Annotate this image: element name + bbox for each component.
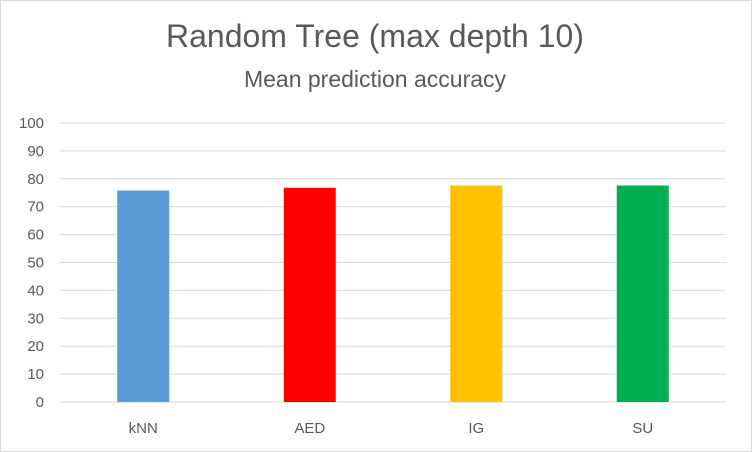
y-tick-label: 40	[27, 282, 44, 299]
x-tick-label: kNN	[129, 420, 158, 437]
y-tick-label: 90	[27, 143, 44, 160]
chart-subtitle: Mean prediction accuracy	[243, 66, 507, 92]
chart-title: Random Tree (max depth 10)	[166, 18, 584, 54]
bar-knn	[117, 190, 170, 402]
y-tick-label: 60	[27, 227, 44, 244]
y-tick-label: 30	[27, 310, 44, 327]
x-tick-label: IG	[468, 420, 484, 437]
y-tick-label: 0	[36, 394, 44, 411]
bar-ig	[450, 185, 503, 402]
bar-aed	[283, 187, 336, 402]
x-tick-label: AED	[294, 420, 325, 437]
y-tick-label: 70	[27, 199, 44, 216]
y-tick-label: 100	[19, 115, 44, 132]
y-tick-label: 50	[27, 255, 44, 272]
y-tick-label: 80	[27, 171, 44, 188]
x-tick-label: SU	[632, 420, 653, 437]
y-tick-label: 20	[27, 338, 44, 355]
y-tick-label: 10	[27, 366, 44, 383]
bar-su	[616, 185, 669, 402]
